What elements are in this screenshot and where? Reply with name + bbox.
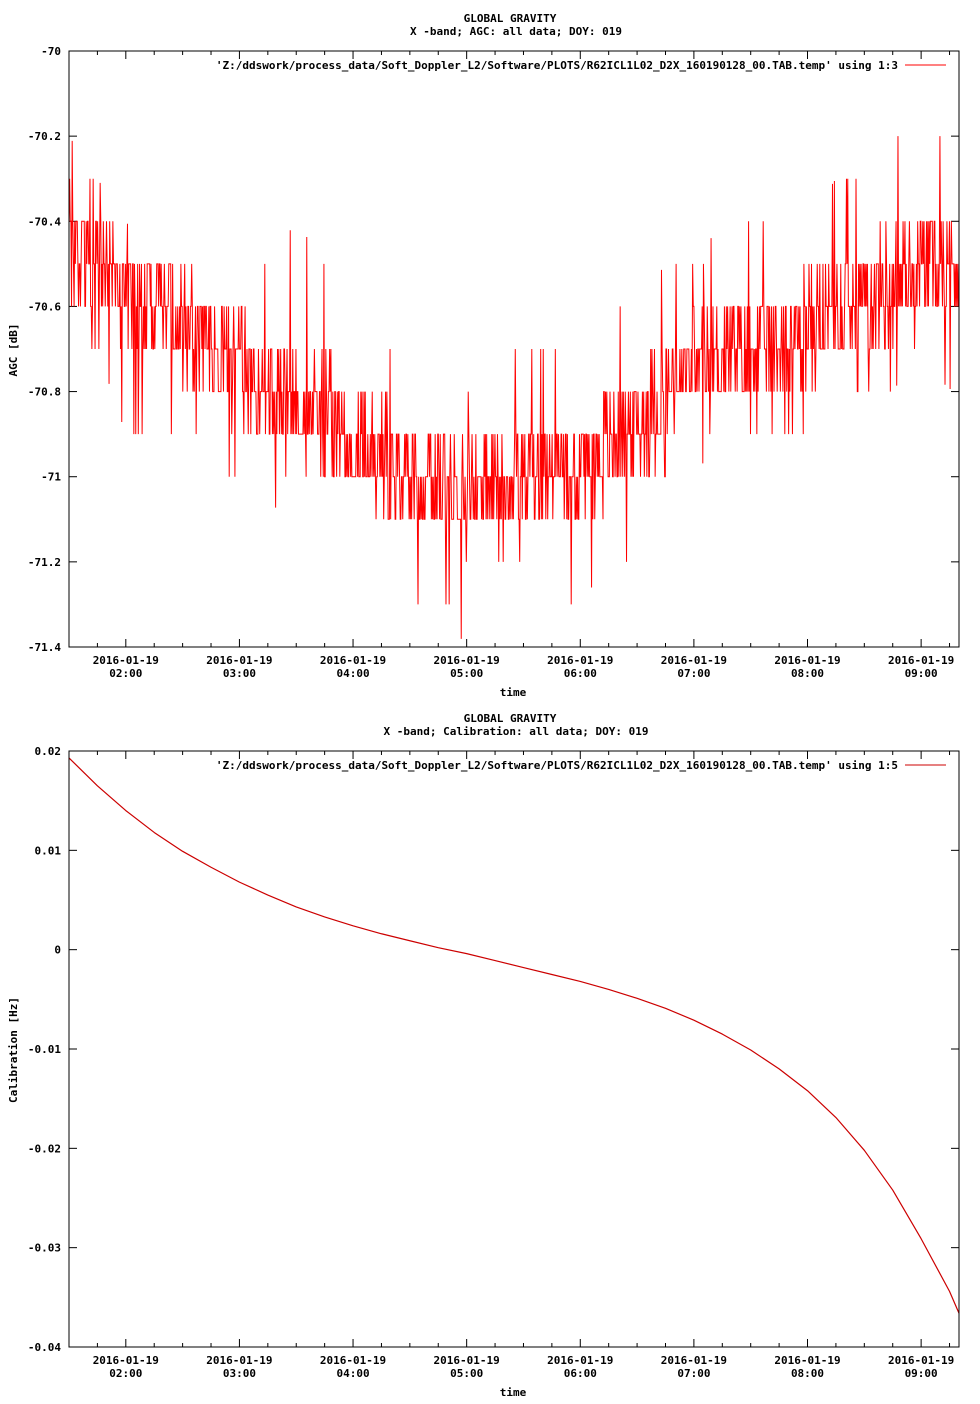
- calibration-x-tick-time: 02:00: [109, 1367, 142, 1380]
- calibration-x-tick-time: 09:00: [905, 1367, 938, 1380]
- calibration-x-tick-date: 2016-01-19: [661, 1354, 727, 1367]
- calibration-x-tick-time: 04:00: [336, 1367, 369, 1380]
- agc-chart-title: GLOBAL GRAVITY: [464, 12, 557, 25]
- calibration-y-tick-label: 0: [54, 944, 61, 957]
- calibration-chart: GLOBAL GRAVITY X -band; Calibration: all…: [7, 712, 960, 1399]
- agc-y-tick-label: -70.6: [28, 300, 61, 313]
- agc-x-tick-time: 08:00: [791, 667, 824, 680]
- agc-x-tick-time: 02:00: [109, 667, 142, 680]
- agc-y-tick-label: -71.2: [28, 556, 61, 569]
- agc-y-tick-label: -71.4: [28, 641, 61, 654]
- agc-series-marks: [68, 136, 959, 639]
- calibration-series-line: [68, 757, 960, 1314]
- calibration-y-tick-label: 0.01: [35, 844, 62, 857]
- calibration-y-tick-label: -0.02: [28, 1142, 61, 1155]
- agc-y-tick-label: -71: [41, 471, 61, 484]
- calibration-x-tick-time: 03:00: [223, 1367, 256, 1380]
- agc-legend-label: 'Z:/ddswork/process_data/Soft_Doppler_L2…: [216, 59, 898, 72]
- calibration-y-tick-label: -0.03: [28, 1242, 61, 1255]
- agc-x-tick-date: 2016-01-19: [434, 654, 500, 667]
- calibration-y-tick-label: 0.02: [35, 745, 62, 758]
- calibration-plot-frame: [68, 750, 960, 1348]
- agc-x-tick-date: 2016-01-19: [206, 654, 272, 667]
- agc-axes: -70 -70.2 -70.4 -70.6 -70.8 -71 -71.2 -71.4 2016…: [28, 45, 959, 680]
- calibration-y-tick-label: -0.01: [28, 1043, 61, 1056]
- calibration-x-tick-time: 06:00: [564, 1367, 597, 1380]
- agc-x-tick-date: 2016-01-19: [547, 654, 613, 667]
- calibration-axes: 0.020.010-0.01-0.02-0.03-0.042016-01-190…: [28, 745, 959, 1380]
- calibration-x-tick-date: 2016-01-19: [434, 1354, 500, 1367]
- calibration-chart-title: GLOBAL GRAVITY: [464, 712, 557, 725]
- calibration-x-tick-time: 05:00: [450, 1367, 483, 1380]
- agc-x-tick-date: 2016-01-19: [774, 654, 840, 667]
- agc-x-tick-time: 04:00: [336, 667, 369, 680]
- calibration-y-axis-label: Calibration [Hz]: [7, 997, 20, 1103]
- agc-y-tick-label: -70: [41, 45, 61, 58]
- calibration-y-tick-label: -0.04: [28, 1341, 61, 1354]
- agc-chart: GLOBAL GRAVITY X -band; AGC: all data; D…: [7, 12, 960, 699]
- calibration-x-tick-time: 07:00: [677, 1367, 710, 1380]
- agc-x-tick-date: 2016-01-19: [888, 654, 954, 667]
- agc-y-tick-label: -70.2: [28, 130, 61, 143]
- agc-plot-frame: [68, 50, 960, 648]
- calibration-x-axis-label: time: [500, 1386, 527, 1399]
- calibration-x-tick-date: 2016-01-19: [206, 1354, 272, 1367]
- calibration-legend-label: 'Z:/ddswork/process_data/Soft_Doppler_L2…: [216, 759, 898, 772]
- calibration-chart-subtitle: X -band; Calibration: all data; DOY: 019: [384, 725, 649, 738]
- agc-x-tick-date: 2016-01-19: [661, 654, 727, 667]
- agc-x-tick-date: 2016-01-19: [93, 654, 159, 667]
- agc-x-tick-time: 03:00: [223, 667, 256, 680]
- calibration-x-tick-date: 2016-01-19: [774, 1354, 840, 1367]
- agc-series-line: [68, 136, 959, 639]
- agc-x-tick-date: 2016-01-19: [320, 654, 386, 667]
- calibration-x-tick-date: 2016-01-19: [320, 1354, 386, 1367]
- calibration-x-tick-date: 2016-01-19: [93, 1354, 159, 1367]
- agc-x-axis-label: time: [500, 686, 527, 699]
- calibration-x-tick-time: 08:00: [791, 1367, 824, 1380]
- agc-y-axis-label: AGC [dB]: [7, 324, 20, 377]
- calibration-series-marks: [68, 757, 960, 1314]
- agc-y-tick-label: -70.4: [28, 215, 61, 228]
- agc-x-tick-time: 06:00: [564, 667, 597, 680]
- agc-x-tick-time: 09:00: [905, 667, 938, 680]
- calibration-x-tick-date: 2016-01-19: [547, 1354, 613, 1367]
- agc-chart-subtitle: X -band; AGC: all data; DOY: 019: [410, 25, 622, 38]
- agc-y-tick-label: -70.8: [28, 386, 61, 399]
- agc-x-tick-time: 05:00: [450, 667, 483, 680]
- agc-x-tick-time: 07:00: [677, 667, 710, 680]
- calibration-x-tick-date: 2016-01-19: [888, 1354, 954, 1367]
